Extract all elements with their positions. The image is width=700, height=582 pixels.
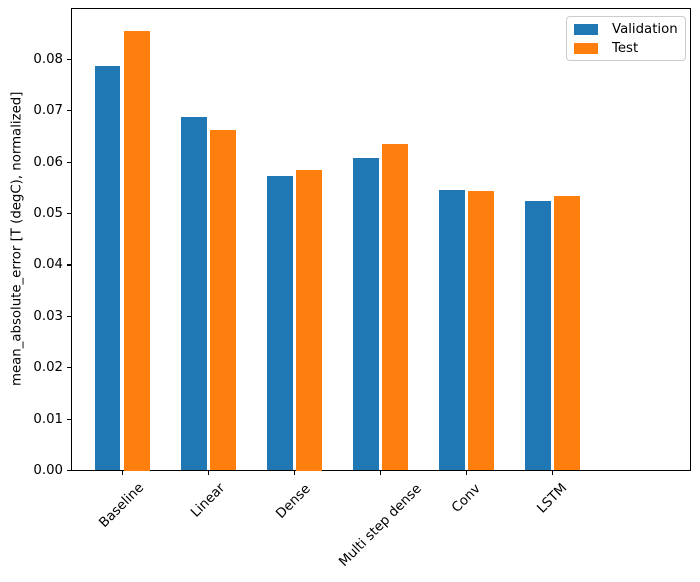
y-tick-label: 0.08 <box>33 51 63 67</box>
x-tick-label: LSTM <box>534 480 571 517</box>
legend-label-test: Test <box>612 40 639 56</box>
bar-validation-multi-step-dense <box>352 158 379 471</box>
y-tick-label: 0.04 <box>33 257 63 273</box>
x-tick-mark <box>121 470 123 475</box>
y-tick-mark <box>66 58 71 60</box>
bar-validation-conv <box>439 190 465 471</box>
y-tick-label: 0.01 <box>33 411 63 427</box>
plot-area <box>70 8 691 471</box>
x-tick-label: Baseline <box>96 480 148 532</box>
y-tick-label: 0.05 <box>33 206 63 222</box>
legend-label-validation: Validation <box>612 21 678 37</box>
legend-swatch-test <box>574 42 598 54</box>
x-tick-mark <box>379 470 382 475</box>
y-tick-mark <box>66 110 71 112</box>
x-tick-label: Conv <box>448 481 484 516</box>
y-tick-mark <box>66 264 71 266</box>
y-tick-mark <box>66 315 71 317</box>
x-tick-label: Dense <box>273 481 315 522</box>
bar-validation-baseline <box>94 65 121 471</box>
x-tick-label: Multi step dense <box>335 481 425 570</box>
bar-test-dense <box>296 169 322 471</box>
y-axis-label: mean_absolute_error [T (degC), normalize… <box>9 91 25 387</box>
legend-swatch-validation <box>574 23 598 35</box>
y-tick-mark <box>66 367 71 369</box>
bar-test-multi-step-dense <box>382 144 409 471</box>
x-tick-label: Linear <box>188 480 228 521</box>
bar-test-linear <box>210 129 236 471</box>
y-tick-label: 0.00 <box>33 463 63 478</box>
y-tick-mark <box>66 212 71 215</box>
x-tick-mark <box>466 470 468 475</box>
y-tick-label: 0.07 <box>33 103 63 119</box>
bar-validation-lstm <box>525 201 551 471</box>
x-tick-mark <box>552 470 554 475</box>
bar-validation-linear <box>180 117 207 471</box>
y-tick-label: 0.02 <box>33 360 63 376</box>
y-tick-mark <box>66 469 71 472</box>
y-tick-label: 0.06 <box>33 154 63 170</box>
x-tick-mark <box>293 470 295 475</box>
legend-entry-validation: Validation <box>574 21 678 37</box>
y-tick-mark <box>66 161 71 163</box>
bar-test-baseline <box>123 31 150 471</box>
bar-test-conv <box>468 190 495 471</box>
y-tick-label: 0.03 <box>33 308 63 324</box>
legend-entry-test: Test <box>574 41 677 56</box>
x-tick-mark <box>207 470 209 475</box>
legend: Validation Test <box>566 16 686 61</box>
bar-validation-dense <box>266 176 293 471</box>
y-tick-mark <box>66 418 71 420</box>
bar-test-lstm <box>554 196 581 471</box>
